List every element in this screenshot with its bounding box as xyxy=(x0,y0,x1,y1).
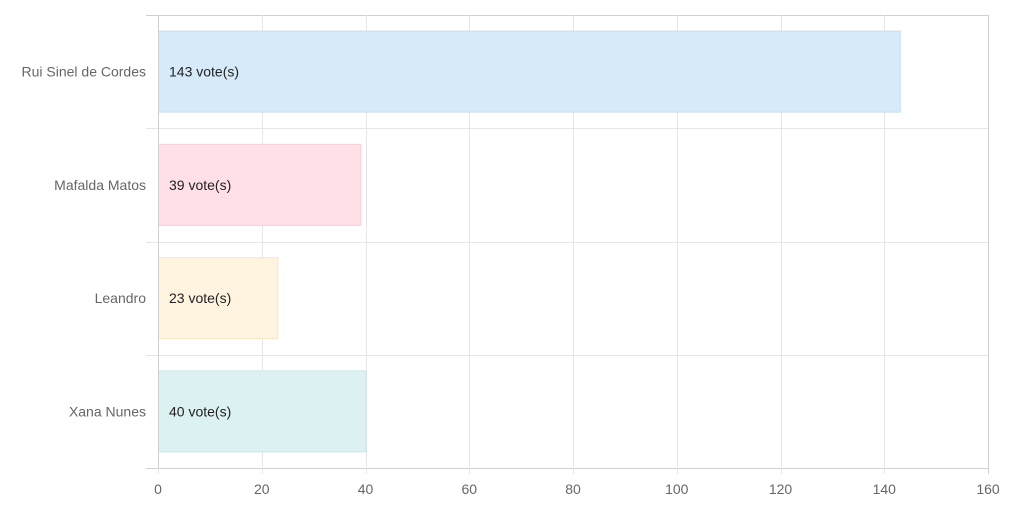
category-label: Mafalda Matos xyxy=(54,177,146,193)
x-tick-label: 120 xyxy=(769,481,793,497)
x-tick-label: 100 xyxy=(665,481,689,497)
bar-data-label: 40 vote(s) xyxy=(169,403,231,419)
category-label: Xana Nunes xyxy=(69,403,146,419)
bar-layer xyxy=(158,30,901,453)
x-tick-label: 0 xyxy=(154,481,162,497)
category-label: Leandro xyxy=(95,290,147,306)
x-tick-label: 40 xyxy=(358,481,374,497)
bar[interactable] xyxy=(158,257,279,340)
bar-data-label: 143 vote(s) xyxy=(169,64,239,80)
bar[interactable] xyxy=(158,30,901,113)
x-tick-label: 60 xyxy=(461,481,477,497)
category-label: Rui Sinel de Cordes xyxy=(21,64,146,80)
x-tick-label: 140 xyxy=(873,481,897,497)
x-tick-label: 20 xyxy=(254,481,270,497)
bar-data-label: 39 vote(s) xyxy=(169,177,231,193)
bar[interactable] xyxy=(158,370,367,453)
x-tick-label: 80 xyxy=(565,481,581,497)
label-layer: Rui Sinel de Cordes 143 vote(s) Mafalda Ma… xyxy=(21,64,239,420)
axis-layer: 0 20 40 60 80 100 120 140 160 xyxy=(154,15,1000,497)
bar-data-label: 23 vote(s) xyxy=(169,290,231,306)
bar[interactable] xyxy=(158,143,362,226)
x-tick-label: 160 xyxy=(976,481,1000,497)
